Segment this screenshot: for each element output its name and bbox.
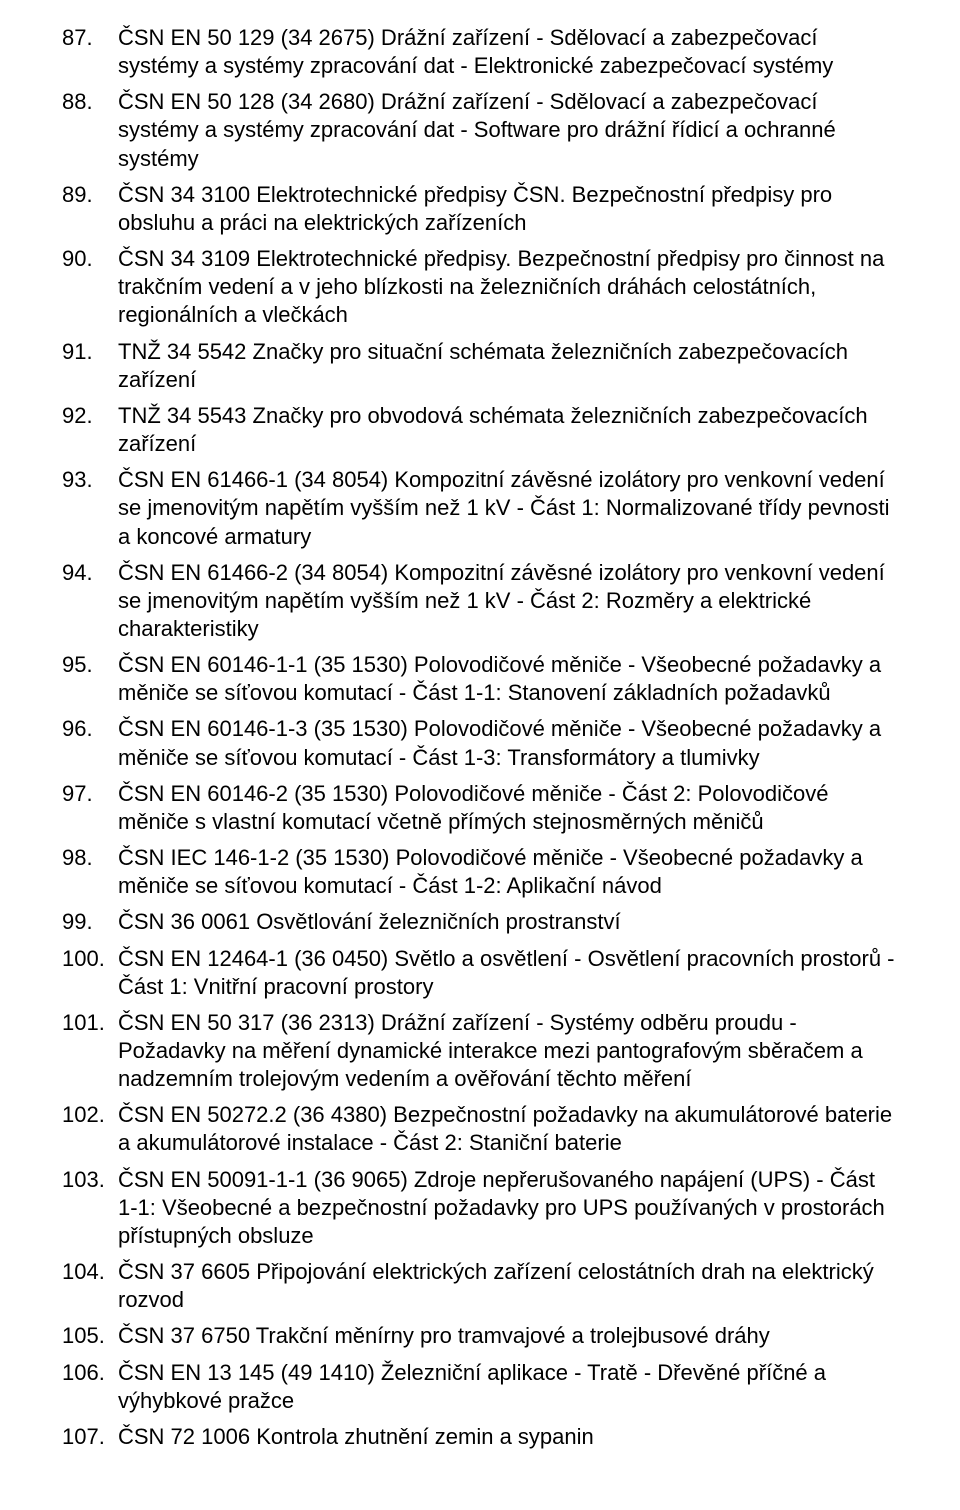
list-item-number: 100. bbox=[62, 945, 118, 1001]
list-item-number: 90. bbox=[62, 245, 118, 329]
list-item-text: ČSN EN 60146-2 (35 1530) Polovodičové mě… bbox=[118, 780, 898, 836]
list-item: 91.TNŽ 34 5542 Značky pro situační schém… bbox=[62, 338, 898, 394]
list-item-number: 105. bbox=[62, 1322, 118, 1350]
list-item: 105.ČSN 37 6750 Trakční měnírny pro tram… bbox=[62, 1322, 898, 1350]
list-item-text: ČSN EN 12464-1 (36 0450) Světlo a osvětl… bbox=[118, 945, 898, 1001]
list-item-text: ČSN 34 3109 Elektrotechnické předpisy. B… bbox=[118, 245, 898, 329]
list-item-number: 106. bbox=[62, 1359, 118, 1415]
list-item: 100.ČSN EN 12464-1 (36 0450) Světlo a os… bbox=[62, 945, 898, 1001]
list-item: 93.ČSN EN 61466-1 (34 8054) Kompozitní z… bbox=[62, 466, 898, 550]
list-item-number: 97. bbox=[62, 780, 118, 836]
list-item-text: ČSN EN 60146-1-3 (35 1530) Polovodičové … bbox=[118, 715, 898, 771]
list-item: 102.ČSN EN 50272.2 (36 4380) Bezpečnostn… bbox=[62, 1101, 898, 1157]
list-item-number: 98. bbox=[62, 844, 118, 900]
list-item-number: 107. bbox=[62, 1423, 118, 1451]
list-item-text: ČSN EN 61466-1 (34 8054) Kompozitní závě… bbox=[118, 466, 898, 550]
list-item-text: ČSN 36 0061 Osvětlování železničních pro… bbox=[118, 908, 898, 936]
standards-list: 87.ČSN EN 50 129 (34 2675) Drážní zaříze… bbox=[62, 24, 898, 1451]
list-item: 96.ČSN EN 60146-1-3 (35 1530) Polovodičo… bbox=[62, 715, 898, 771]
list-item-text: ČSN EN 50091-1-1 (36 9065) Zdroje nepřer… bbox=[118, 1166, 898, 1250]
list-item-number: 94. bbox=[62, 559, 118, 643]
list-item-number: 89. bbox=[62, 181, 118, 237]
document-page: 87.ČSN EN 50 129 (34 2675) Drážní zaříze… bbox=[0, 0, 960, 1489]
list-item: 94.ČSN EN 61466-2 (34 8054) Kompozitní z… bbox=[62, 559, 898, 643]
list-item-number: 96. bbox=[62, 715, 118, 771]
list-item: 92.TNŽ 34 5543 Značky pro obvodová schém… bbox=[62, 402, 898, 458]
list-item: 103.ČSN EN 50091-1-1 (36 9065) Zdroje ne… bbox=[62, 1166, 898, 1250]
list-item-number: 95. bbox=[62, 651, 118, 707]
list-item-text: ČSN 72 1006 Kontrola zhutnění zemin a sy… bbox=[118, 1423, 898, 1451]
list-item-number: 99. bbox=[62, 908, 118, 936]
list-item: 95.ČSN EN 60146-1-1 (35 1530) Polovodičo… bbox=[62, 651, 898, 707]
list-item: 90.ČSN 34 3109 Elektrotechnické předpisy… bbox=[62, 245, 898, 329]
list-item-text: TNŽ 34 5542 Značky pro situační schémata… bbox=[118, 338, 898, 394]
list-item: 88.ČSN EN 50 128 (34 2680) Drážní zaříze… bbox=[62, 88, 898, 172]
list-item: 99.ČSN 36 0061 Osvětlování železničních … bbox=[62, 908, 898, 936]
list-item-text: ČSN 37 6750 Trakční měnírny pro tramvajo… bbox=[118, 1322, 898, 1350]
list-item-text: ČSN 34 3100 Elektrotechnické předpisy ČS… bbox=[118, 181, 898, 237]
list-item-text: ČSN EN 50 128 (34 2680) Drážní zařízení … bbox=[118, 88, 898, 172]
list-item: 104.ČSN 37 6605 Připojování elektrických… bbox=[62, 1258, 898, 1314]
list-item: 107.ČSN 72 1006 Kontrola zhutnění zemin … bbox=[62, 1423, 898, 1451]
list-item-text: ČSN 37 6605 Připojování elektrických zař… bbox=[118, 1258, 898, 1314]
list-item-text: ČSN EN 60146-1-1 (35 1530) Polovodičové … bbox=[118, 651, 898, 707]
list-item-number: 104. bbox=[62, 1258, 118, 1314]
list-item-text: ČSN EN 13 145 (49 1410) Železniční aplik… bbox=[118, 1359, 898, 1415]
list-item-text: TNŽ 34 5543 Značky pro obvodová schémata… bbox=[118, 402, 898, 458]
list-item: 106.ČSN EN 13 145 (49 1410) Železniční a… bbox=[62, 1359, 898, 1415]
list-item: 89.ČSN 34 3100 Elektrotechnické předpisy… bbox=[62, 181, 898, 237]
list-item-text: ČSN EN 50272.2 (36 4380) Bezpečnostní po… bbox=[118, 1101, 898, 1157]
list-item-number: 93. bbox=[62, 466, 118, 550]
list-item-number: 87. bbox=[62, 24, 118, 80]
list-item: 101.ČSN EN 50 317 (36 2313) Drážní zaříz… bbox=[62, 1009, 898, 1093]
list-item: 87.ČSN EN 50 129 (34 2675) Drážní zaříze… bbox=[62, 24, 898, 80]
list-item-number: 101. bbox=[62, 1009, 118, 1093]
list-item-number: 91. bbox=[62, 338, 118, 394]
list-item-number: 92. bbox=[62, 402, 118, 458]
list-item: 97.ČSN EN 60146-2 (35 1530) Polovodičové… bbox=[62, 780, 898, 836]
list-item-number: 102. bbox=[62, 1101, 118, 1157]
list-item-text: ČSN EN 61466-2 (34 8054) Kompozitní závě… bbox=[118, 559, 898, 643]
list-item-number: 88. bbox=[62, 88, 118, 172]
list-item-number: 103. bbox=[62, 1166, 118, 1250]
list-item-text: ČSN IEC 146-1-2 (35 1530) Polovodičové m… bbox=[118, 844, 898, 900]
list-item-text: ČSN EN 50 317 (36 2313) Drážní zařízení … bbox=[118, 1009, 898, 1093]
list-item-text: ČSN EN 50 129 (34 2675) Drážní zařízení … bbox=[118, 24, 898, 80]
list-item: 98.ČSN IEC 146-1-2 (35 1530) Polovodičov… bbox=[62, 844, 898, 900]
